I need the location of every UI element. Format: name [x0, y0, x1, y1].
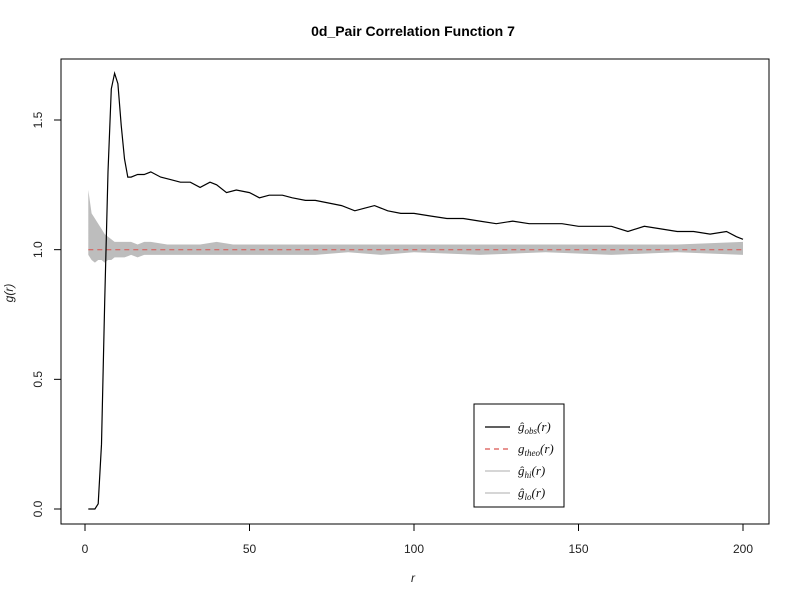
- legend: ĝobs(r) gtheo(r) ĝhi(r) ĝlo(r): [473, 403, 565, 508]
- envelope-band: [88, 190, 744, 263]
- legend-label-hi: ĝhi(r): [518, 463, 545, 480]
- x-axis-label: r: [411, 571, 416, 585]
- x-axis: 0 50 100 150 200: [82, 523, 753, 556]
- x-tick-label: 100: [404, 542, 424, 556]
- legend-label-theo: gtheo(r): [518, 441, 554, 458]
- x-tick-label: 0: [82, 542, 89, 556]
- y-tick-label: 0.0: [31, 500, 45, 517]
- y-tick-label: 1.5: [31, 111, 45, 128]
- plot-frame: [60, 58, 770, 525]
- legend-box: [473, 403, 565, 508]
- legend-label-obs: ĝobs(r): [518, 419, 551, 436]
- chart-title: 0d_Pair Correlation Function 7: [311, 23, 515, 39]
- y-axis: 0.0 0.5 1.0 1.5: [31, 111, 62, 517]
- x-tick-label: 50: [243, 542, 257, 556]
- y-tick-label: 1.0: [31, 241, 45, 258]
- observed-line-layer: [88, 70, 744, 510]
- y-axis-label: g(r): [2, 284, 16, 303]
- envelope-band-layer: [88, 190, 744, 263]
- legend-label-lo: ĝlo(r): [518, 485, 545, 502]
- series-line-obs: [88, 70, 744, 510]
- y-tick-label: 0.5: [31, 371, 45, 388]
- x-tick-label: 200: [733, 542, 753, 556]
- x-tick-label: 150: [568, 542, 588, 556]
